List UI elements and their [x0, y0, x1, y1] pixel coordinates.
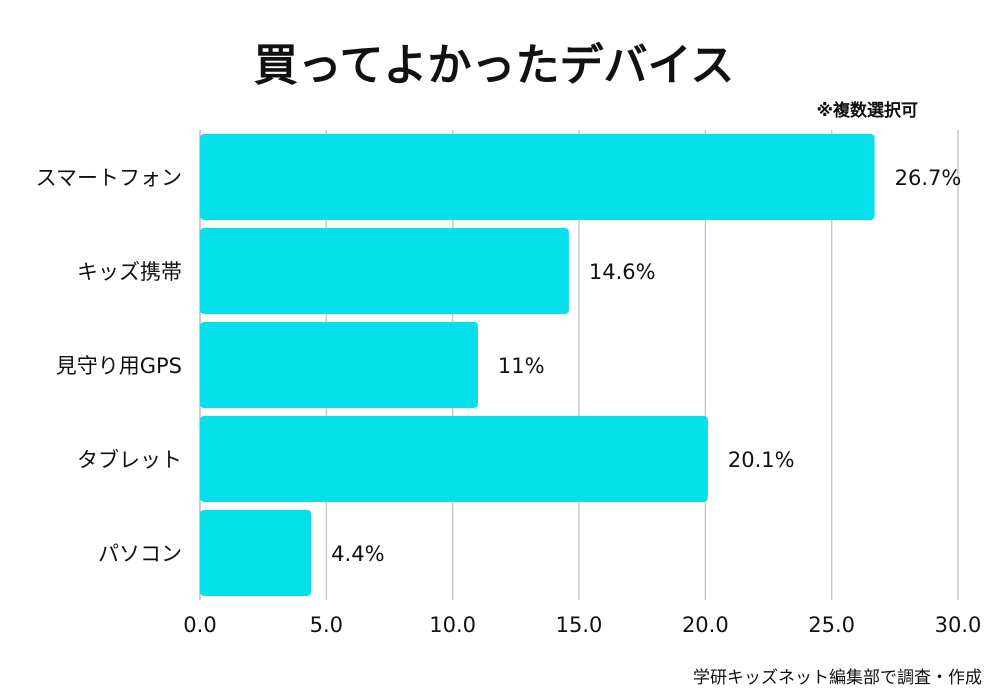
category-label: スマートフォン	[36, 166, 182, 190]
bar-value-label: 20.1%	[728, 448, 795, 472]
category-label: パソコン	[98, 542, 182, 566]
data-labels: 26.7% 14.6% 11% 20.1% 4.4%	[331, 166, 961, 566]
x-tick-label: 10.0	[429, 613, 476, 637]
bar	[200, 134, 875, 220]
bar	[200, 510, 312, 596]
x-tick-label: 25.0	[808, 613, 855, 637]
category-label: タブレット	[77, 448, 182, 472]
x-tick-label: 15.0	[556, 613, 603, 637]
bar	[200, 322, 478, 408]
x-tick-label: 5.0	[310, 613, 343, 637]
bar	[200, 416, 708, 502]
bar	[200, 228, 569, 314]
bar-value-label: 14.6%	[589, 260, 656, 284]
category-label: 見守り用GPS	[56, 354, 182, 378]
category-label: キッズ携帯	[77, 260, 182, 284]
chart-title: 買ってよかったデバイス	[254, 40, 734, 91]
bar-value-label: 26.7%	[895, 166, 962, 190]
x-axis-ticks: 0.0 5.0 10.0 15.0 20.0 25.0 30.0	[183, 613, 981, 637]
bars	[200, 134, 875, 596]
x-tick-label: 30.0	[935, 613, 982, 637]
bar-value-label: 11%	[498, 354, 545, 378]
x-tick-label: 0.0	[183, 613, 216, 637]
chart-note: ※複数選択可	[816, 100, 918, 121]
x-tick-label: 20.0	[682, 613, 729, 637]
bar-value-label: 4.4%	[331, 542, 384, 566]
source-note: 学研キッズネット編集部で調査・作成	[693, 668, 982, 688]
